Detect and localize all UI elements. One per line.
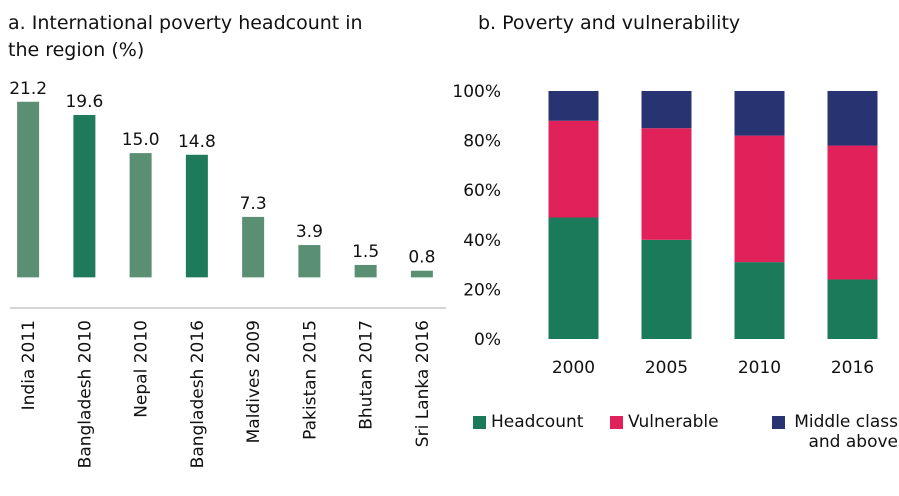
x-tick-label: Bhutan 2017 — [357, 320, 377, 430]
value-label: 3.9 — [296, 222, 323, 242]
bar — [73, 115, 96, 278]
x-tick-label: Bangladesh 2010 — [75, 320, 95, 468]
legend-swatch — [473, 416, 486, 429]
x-tick-label: India 2011 — [19, 320, 39, 410]
x-tick-label: 2000 — [552, 358, 595, 378]
chart-title: a. International poverty headcount in th… — [8, 12, 363, 61]
bar-segment — [827, 145, 878, 280]
bar-segment — [548, 120, 599, 218]
legend-swatch — [772, 416, 785, 429]
bar-segment — [734, 135, 785, 263]
bar-segment — [548, 217, 599, 339]
value-label: 1.5 — [352, 242, 379, 262]
bar-segment — [734, 262, 785, 339]
y-tick-label: 0% — [474, 330, 501, 350]
legend-label: Middle class and above — [794, 412, 898, 452]
y-tick-label: 100% — [452, 82, 501, 102]
x-tick-label: Bangladesh 2016 — [188, 320, 208, 468]
bar — [298, 245, 321, 278]
bar — [410, 270, 433, 278]
bar — [354, 264, 377, 278]
value-label: 21.2 — [9, 79, 47, 99]
bar — [17, 101, 40, 278]
bar-segment — [641, 91, 692, 129]
bar-segment — [827, 279, 878, 339]
bar-segment — [641, 239, 692, 339]
chart-title: b. Poverty and vulnerability — [478, 12, 741, 34]
legend-item: Middle class and above — [772, 412, 898, 452]
x-tick-label: 2016 — [831, 358, 874, 378]
x-tick-label: Pakistan 2015 — [300, 320, 320, 440]
value-label: 0.8 — [408, 248, 435, 268]
x-tick-label: 2010 — [738, 358, 781, 378]
bar — [129, 153, 152, 278]
y-tick-label: 60% — [463, 181, 501, 201]
x-tick-label: 2005 — [645, 358, 688, 378]
bar — [185, 154, 208, 278]
value-label: 14.8 — [178, 132, 216, 152]
bar-segment — [548, 91, 599, 121]
value-label: 15.0 — [122, 130, 160, 150]
legend-item: Headcount — [473, 412, 583, 432]
bar-segment — [734, 91, 785, 136]
y-tick-label: 20% — [463, 280, 501, 300]
legend-item: Vulnerable — [610, 412, 719, 432]
value-label: 19.6 — [65, 92, 103, 112]
value-label: 7.3 — [240, 194, 267, 214]
legend-swatch — [610, 416, 623, 429]
bar-segment — [827, 91, 878, 146]
legend-label: Vulnerable — [628, 412, 719, 432]
x-tick-label: Maldives 2009 — [244, 320, 264, 443]
y-tick-label: 80% — [463, 132, 501, 152]
bar-segment — [641, 128, 692, 240]
legend-label: Headcount — [491, 412, 584, 432]
x-tick-label: Sri Lanka 2016 — [413, 320, 433, 447]
bar — [242, 216, 265, 278]
x-tick-label: Nepal 2010 — [132, 320, 152, 418]
y-tick-label: 40% — [463, 231, 501, 251]
